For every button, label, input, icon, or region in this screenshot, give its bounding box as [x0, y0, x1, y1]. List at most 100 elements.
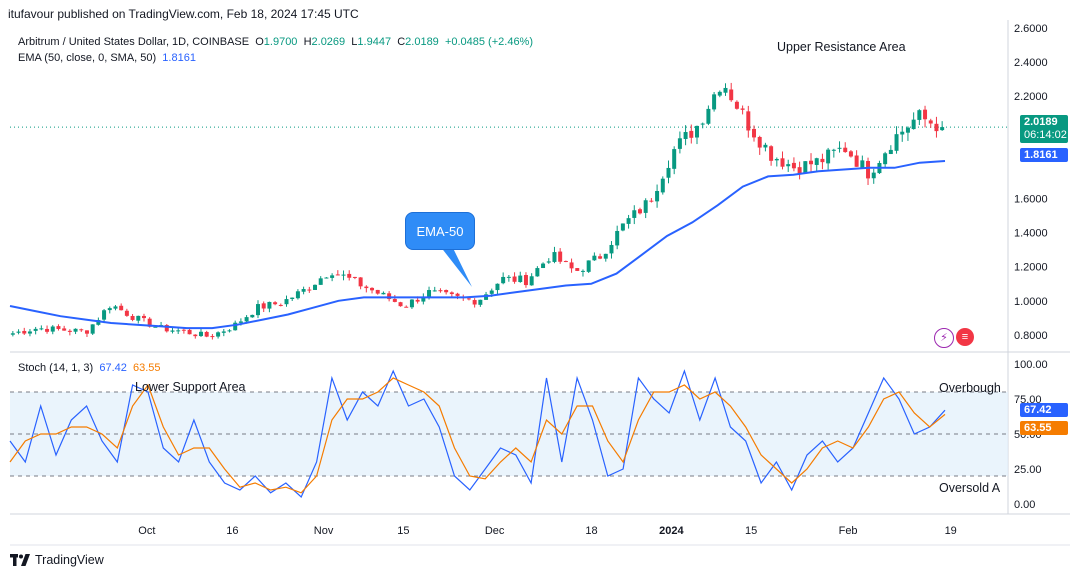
- candle-body: [609, 244, 614, 254]
- candle-body: [210, 336, 215, 338]
- candle-body: [330, 275, 335, 278]
- candle-body: [318, 278, 323, 285]
- candle-body: [672, 149, 677, 169]
- candle-body: [404, 306, 409, 308]
- candle-body: [911, 119, 916, 130]
- candle-body: [769, 146, 774, 161]
- candle-body: [455, 293, 460, 296]
- last-price: 2.0189: [1024, 116, 1058, 128]
- candle-body: [347, 273, 352, 278]
- candle-body: [119, 305, 124, 311]
- price-tick-label: 1.0000: [1014, 296, 1048, 308]
- candle-body: [723, 87, 728, 93]
- candle-body: [934, 123, 939, 132]
- time-tick-label: Nov: [314, 525, 334, 537]
- candle-body: [626, 218, 631, 224]
- candle-body: [56, 326, 61, 329]
- candle-body: [193, 334, 198, 337]
- candle-body: [221, 331, 226, 333]
- stoch-tick-label: 25.00: [1014, 464, 1042, 476]
- candle-body: [495, 283, 500, 291]
- candle-body: [39, 328, 44, 330]
- candle-body: [335, 274, 340, 276]
- overbought-label: Overbough: [939, 381, 1001, 395]
- stoch-d-tag: 63.55: [1020, 421, 1068, 435]
- stoch-label: Stoch (14, 1, 3): [18, 362, 94, 374]
- candles-group: [10, 82, 945, 340]
- countdown: 06:14:02: [1024, 129, 1067, 141]
- candle-body: [375, 289, 380, 294]
- candle-body: [923, 109, 928, 120]
- candle-body: [67, 330, 72, 332]
- stoch-d-line: [9, 377, 946, 494]
- candle-body: [370, 287, 375, 291]
- candle-body: [774, 158, 779, 161]
- candle-body: [866, 160, 871, 179]
- candle-body: [313, 284, 318, 290]
- candle-body: [888, 149, 893, 155]
- candle-body: [643, 200, 648, 213]
- symbol-name: Arbitrum / United States Dollar, 1D, COI…: [18, 36, 250, 48]
- candle-body: [427, 290, 432, 298]
- candle-body: [620, 223, 625, 231]
- ema50-line: [9, 160, 946, 330]
- price-tick-label: 2.6000: [1014, 23, 1048, 35]
- flag-icon[interactable]: ≡: [956, 328, 974, 346]
- candle-body: [16, 331, 21, 333]
- price-tick-label: 2.2000: [1014, 91, 1048, 103]
- candle-body: [649, 200, 654, 202]
- candle-body: [655, 190, 660, 202]
- candle-body: [484, 294, 489, 300]
- candle-body: [381, 292, 386, 295]
- candle-body: [700, 123, 705, 125]
- candle-body: [392, 299, 397, 302]
- candle-body: [848, 151, 853, 157]
- candle-body: [176, 330, 181, 332]
- candle-body: [615, 230, 620, 246]
- candle-body: [917, 110, 922, 120]
- candle-body: [506, 276, 511, 278]
- candle-body: [592, 255, 597, 261]
- chart-icons: ⚡ ≡: [934, 328, 974, 348]
- candle-body: [603, 253, 608, 259]
- candle-body: [398, 302, 403, 307]
- candle-body: [50, 326, 55, 332]
- candle-body: [170, 330, 175, 332]
- upper-resistance-label: Upper Resistance Area: [777, 40, 906, 54]
- candle-body: [124, 310, 129, 316]
- candle-body: [267, 301, 272, 309]
- candle-body: [580, 270, 585, 272]
- candle-body: [256, 304, 260, 316]
- tradingview-logo[interactable]: TradingView: [10, 553, 104, 567]
- candle-body: [900, 131, 905, 135]
- time-tick-label: 15: [397, 525, 409, 537]
- candle-body: [637, 209, 642, 214]
- candle-body: [563, 261, 568, 263]
- candle-body: [290, 297, 295, 300]
- candle-body: [284, 299, 289, 305]
- candle-body: [472, 300, 477, 305]
- change-value: +0.0485 (+2.46%): [444, 36, 534, 48]
- candle-body: [421, 297, 426, 302]
- candle-body: [107, 308, 112, 311]
- price-tick-label: 0.8000: [1014, 330, 1048, 342]
- candle-body: [712, 94, 717, 110]
- candle-body: [278, 304, 283, 306]
- time-tick-label: 19: [945, 525, 957, 537]
- candle-body: [113, 306, 118, 309]
- candle-body: [706, 108, 711, 124]
- candle-body: [666, 167, 671, 178]
- candle-body: [438, 290, 443, 292]
- brand-name: TradingView: [35, 553, 104, 567]
- candle-body: [233, 322, 238, 331]
- candle-body: [803, 161, 808, 173]
- candle-body: [415, 299, 420, 302]
- candle-body: [683, 132, 688, 139]
- oversold-label: Oversold A: [939, 481, 1001, 495]
- candle-body: [529, 276, 534, 286]
- close-label: C: [397, 36, 406, 48]
- lightning-icon[interactable]: ⚡: [934, 328, 954, 348]
- low-label: L: [351, 36, 358, 48]
